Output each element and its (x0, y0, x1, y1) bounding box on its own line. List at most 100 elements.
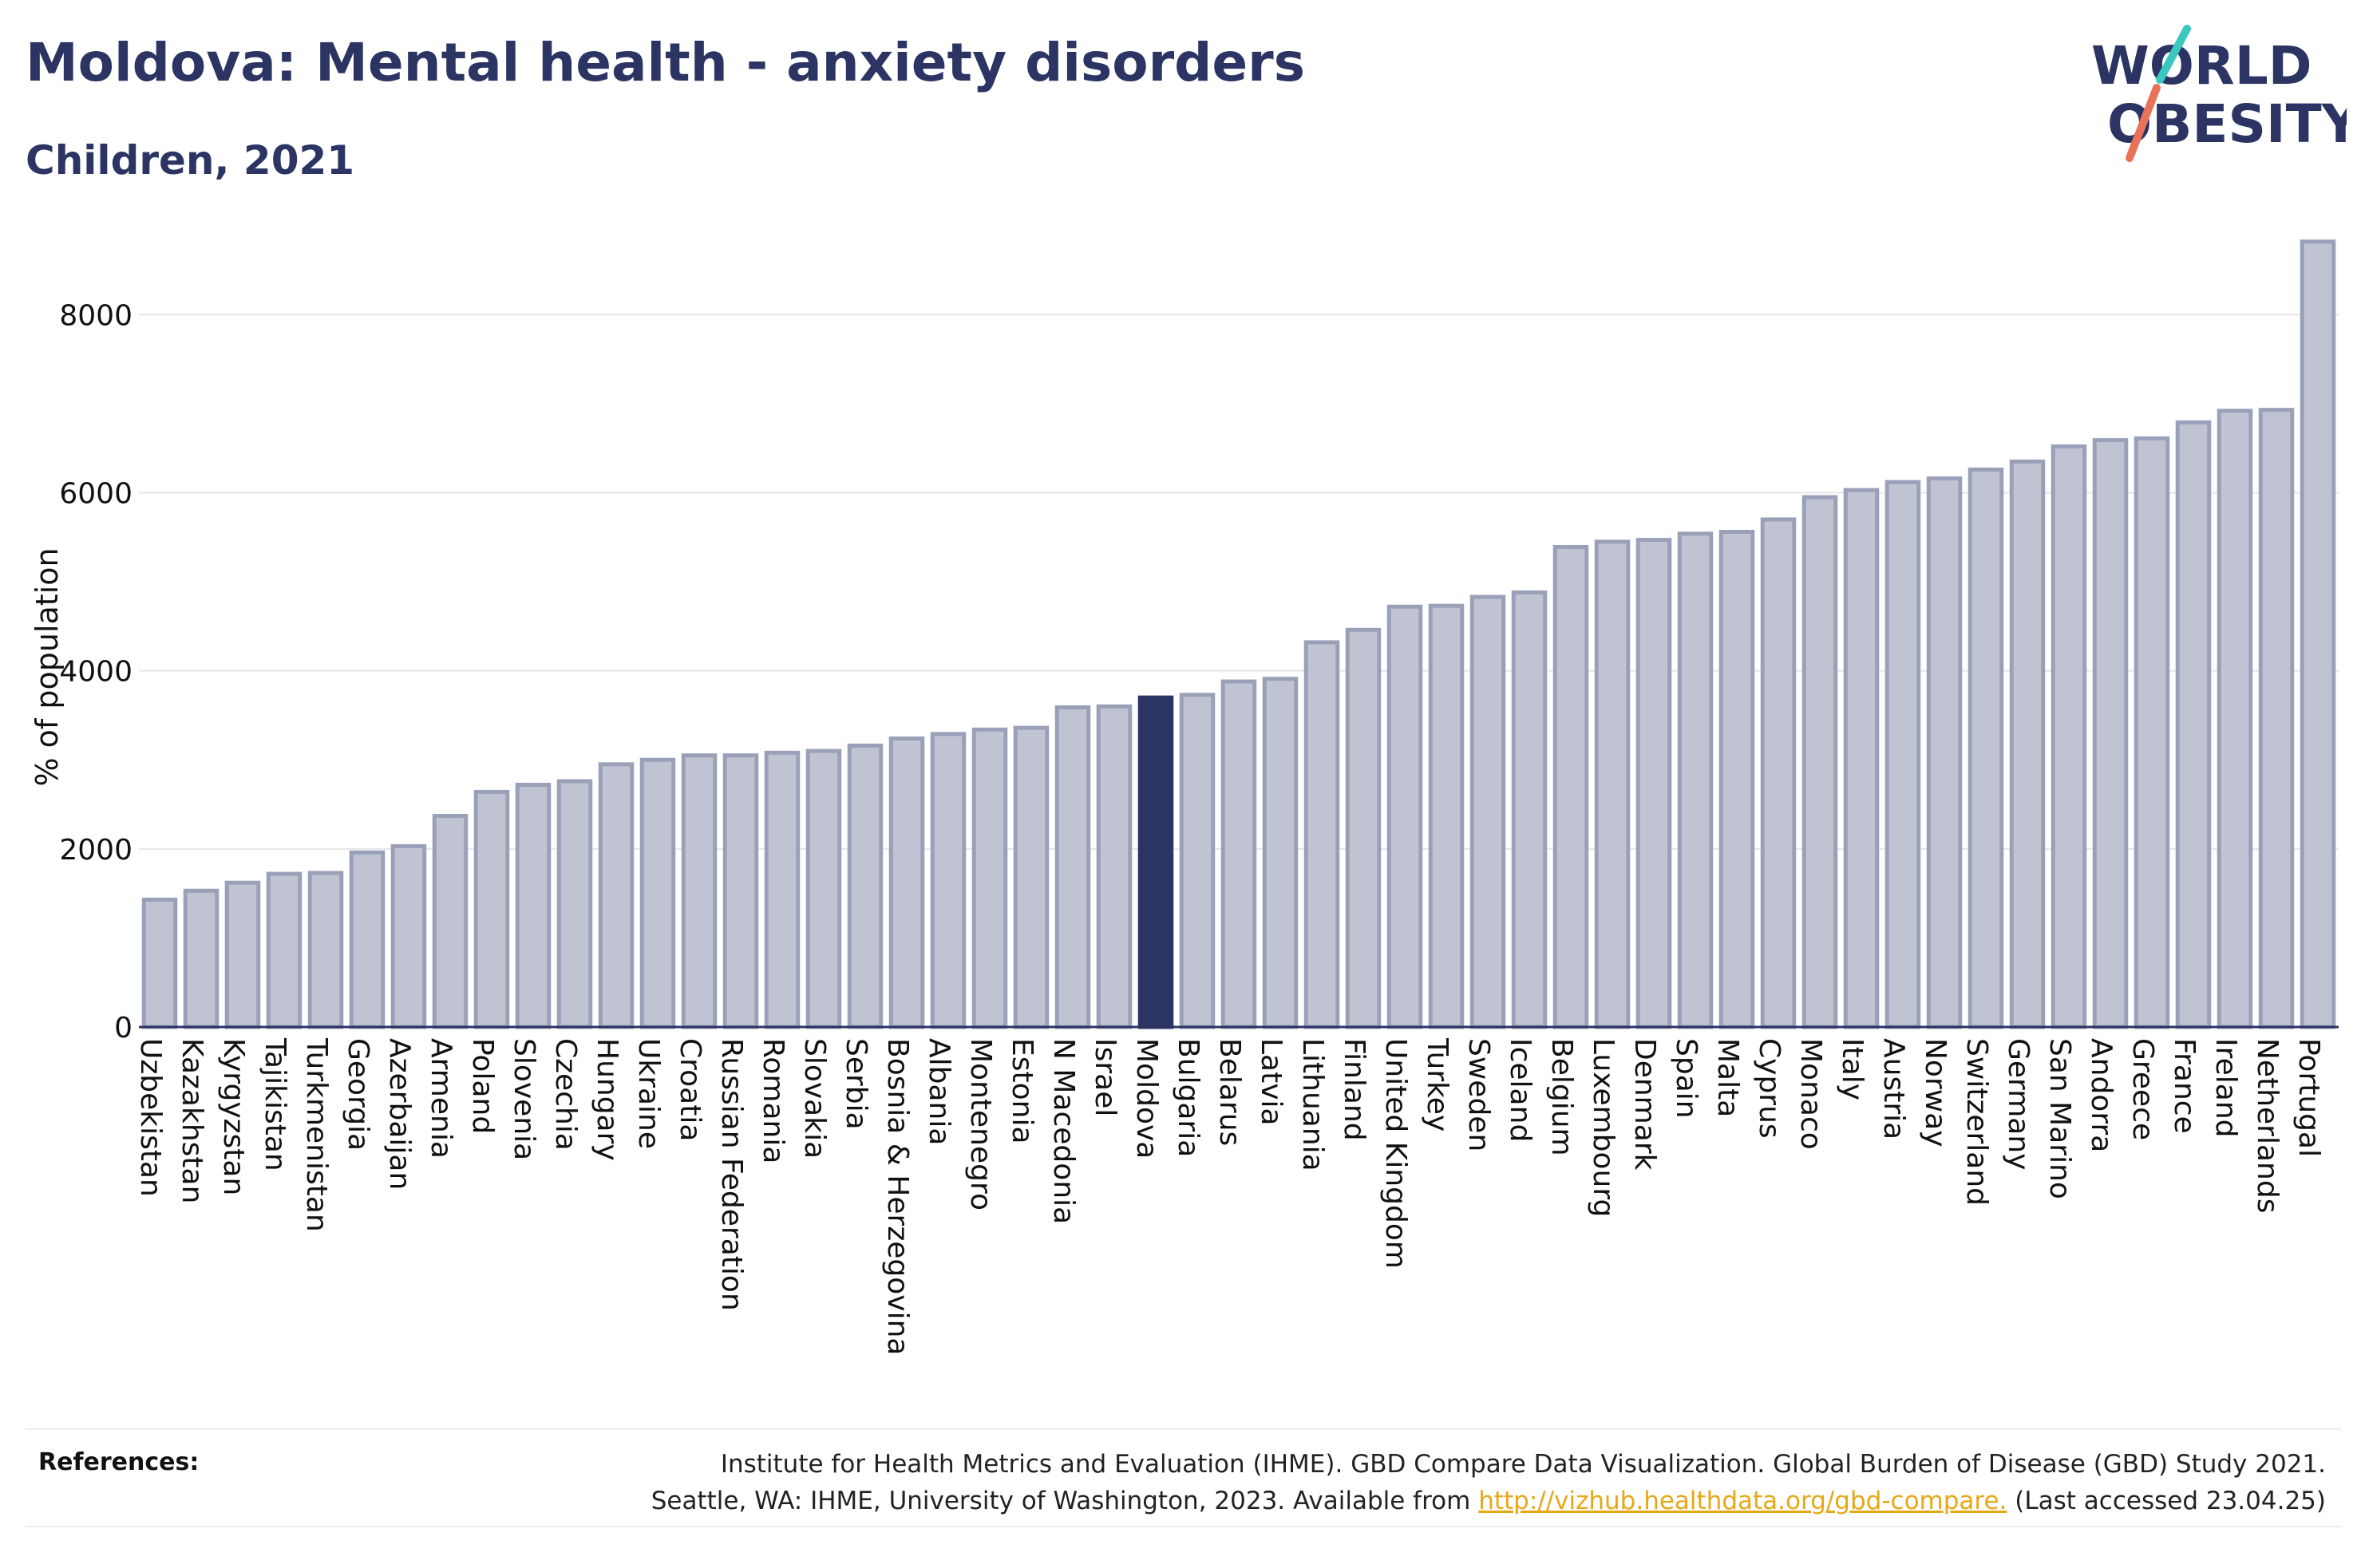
x-tick-label: Croatia (674, 1038, 706, 1141)
bar-hungary (598, 762, 635, 1029)
x-tick-label: Sweden (1462, 1038, 1495, 1151)
x-tick-label: Hungary (591, 1038, 623, 1161)
bar-iceland (1511, 590, 1548, 1029)
x-tick-label: Bulgaria (1172, 1038, 1204, 1157)
bar-serbia (847, 743, 884, 1029)
x-tick-label: Azerbaijan (383, 1038, 416, 1190)
bar-bosnia-herzegovina (888, 736, 925, 1029)
bar-israel (1096, 704, 1133, 1029)
bar-malta (1718, 530, 1755, 1029)
bar-netherlands (2258, 408, 2295, 1029)
x-tick-label: San Marino (2043, 1038, 2076, 1199)
bar-monaco (1801, 495, 1838, 1029)
bar-slovenia (515, 782, 552, 1029)
x-tick-label: Portugal (2292, 1038, 2325, 1157)
bar-georgia (349, 850, 386, 1029)
y-axis-label: % of population (30, 547, 65, 786)
bar-armenia (432, 814, 469, 1029)
bar-belgium (1552, 545, 1589, 1029)
bar-albania (930, 732, 967, 1029)
logo-slash-top (2156, 25, 2191, 84)
bar-croatia (681, 753, 718, 1029)
references-line2: Seattle, WA: IHME, University of Washing… (490, 1483, 2326, 1519)
x-tick-label: Montenegro (964, 1038, 997, 1211)
references-label: References: (38, 1448, 200, 1476)
bar-kyrgyzstan (224, 880, 261, 1029)
bar-sweden (1469, 594, 1506, 1029)
bar-kazakhstan (183, 888, 219, 1029)
x-tick-label: Iceland (1504, 1038, 1536, 1142)
x-tick-label: Tajikistan (259, 1037, 291, 1171)
references-line1: Institute for Health Metrics and Evaluat… (720, 1450, 2326, 1479)
bar-italy (1843, 488, 1880, 1029)
bar-poland (473, 789, 510, 1029)
bar-slovakia (805, 748, 842, 1029)
x-tick-label: Andorra (2085, 1038, 2118, 1152)
x-tick-label: Serbia (840, 1038, 872, 1130)
bar-azerbaijan (390, 843, 427, 1029)
x-tick-label: Kyrgyzstan (217, 1038, 250, 1195)
bar-chart: 0 2000 4000 6000 8000 Uzbekistan Kazakhstan Ky… (30, 239, 2339, 1355)
bar-san-marino (2051, 444, 2087, 1029)
chart-subtitle: Children, 2021 (26, 137, 355, 184)
y-tick-label: 4000 (59, 656, 132, 689)
x-tick-label: Czechia (549, 1038, 582, 1151)
bar-portugal (2300, 239, 2336, 1029)
bar-greece (2134, 436, 2170, 1029)
bar-turkmenistan (307, 871, 344, 1029)
bar-romania (764, 750, 801, 1029)
bar-denmark (1635, 538, 1672, 1029)
bar-russian-federation (722, 753, 759, 1029)
x-tick-labels: Uzbekistan Kazakhstan Kyrgyzstan Tajikistan… (134, 1037, 2325, 1355)
y-tick-label: 2000 (59, 834, 132, 867)
bar-tajikistan (266, 871, 303, 1029)
x-tick-label: Austria (1877, 1038, 1910, 1139)
bar-n-macedonia (1054, 705, 1091, 1029)
bar-norway (1926, 476, 1963, 1029)
x-tick-label: Spain (1670, 1038, 1703, 1119)
x-tick-label: Netherlands (2251, 1038, 2284, 1213)
x-tick-label: Moldova (1130, 1038, 1163, 1159)
world-obesity-logo: WORLD OBESITY (2091, 25, 2347, 162)
bar-montenegro (971, 727, 1008, 1029)
x-tick-label: Turkmenistan (300, 1037, 333, 1232)
x-tick-label: Slovenia (508, 1038, 540, 1160)
x-tick-label: Uzbekistan (134, 1038, 167, 1197)
bar-andorra (2092, 438, 2129, 1029)
y-tick-label: 0 (114, 1012, 132, 1045)
y-tick-labels: 0 2000 4000 6000 8000 (59, 299, 132, 1045)
bar-belarus (1220, 679, 1257, 1029)
x-tick-label: France (2168, 1038, 2201, 1134)
bar-estonia (1013, 725, 1050, 1029)
references-line2-post: (Last accessed 23.04.25) (2007, 1487, 2326, 1515)
y-tick-label: 6000 (59, 477, 132, 510)
bar-ireland (2217, 409, 2253, 1029)
x-tick-label: Malta (1711, 1038, 1744, 1117)
references-line2-pre: Seattle, WA: IHME, University of Washing… (651, 1487, 1479, 1515)
bar-czechia (556, 779, 593, 1029)
x-tick-label: Bosnia & Herzegovina (881, 1038, 914, 1355)
x-tick-label: Cyprus (1753, 1038, 1786, 1139)
bar-luxembourg (1594, 539, 1631, 1029)
x-tick-label: Georgia (342, 1038, 374, 1151)
x-tick-label: Denmark (1628, 1038, 1661, 1171)
page-title: Moldova: Mental health - anxiety disorde… (26, 32, 1305, 93)
x-tick-label: Germany (2002, 1038, 2035, 1170)
bar-bulgaria (1179, 693, 1216, 1029)
x-tick-label: N Macedonia (1047, 1038, 1080, 1224)
references-link[interactable]: http://vizhub.healthdata.org/gbd-compare… (1478, 1487, 2007, 1515)
references-text: Institute for Health Metrics and Evaluat… (490, 1446, 2326, 1519)
x-tick-label: Albania (923, 1038, 955, 1145)
bar-austria (1884, 480, 1921, 1029)
x-tick-label: Israel (1089, 1038, 1121, 1116)
x-tick-label: Russian Federation (715, 1038, 748, 1311)
x-tick-label: United Kingdom (1379, 1038, 1412, 1269)
x-tick-label: Turkey (1421, 1037, 1453, 1132)
y-tick-label: 8000 (59, 299, 132, 332)
bar-uzbekistan (141, 897, 178, 1029)
bar-latvia (1262, 677, 1299, 1029)
x-tick-label: Estonia (1006, 1038, 1038, 1144)
x-tick-label: Finland (1338, 1038, 1370, 1141)
x-tick-label: Switzerland (1960, 1038, 1993, 1206)
bar-finland (1345, 627, 1382, 1029)
